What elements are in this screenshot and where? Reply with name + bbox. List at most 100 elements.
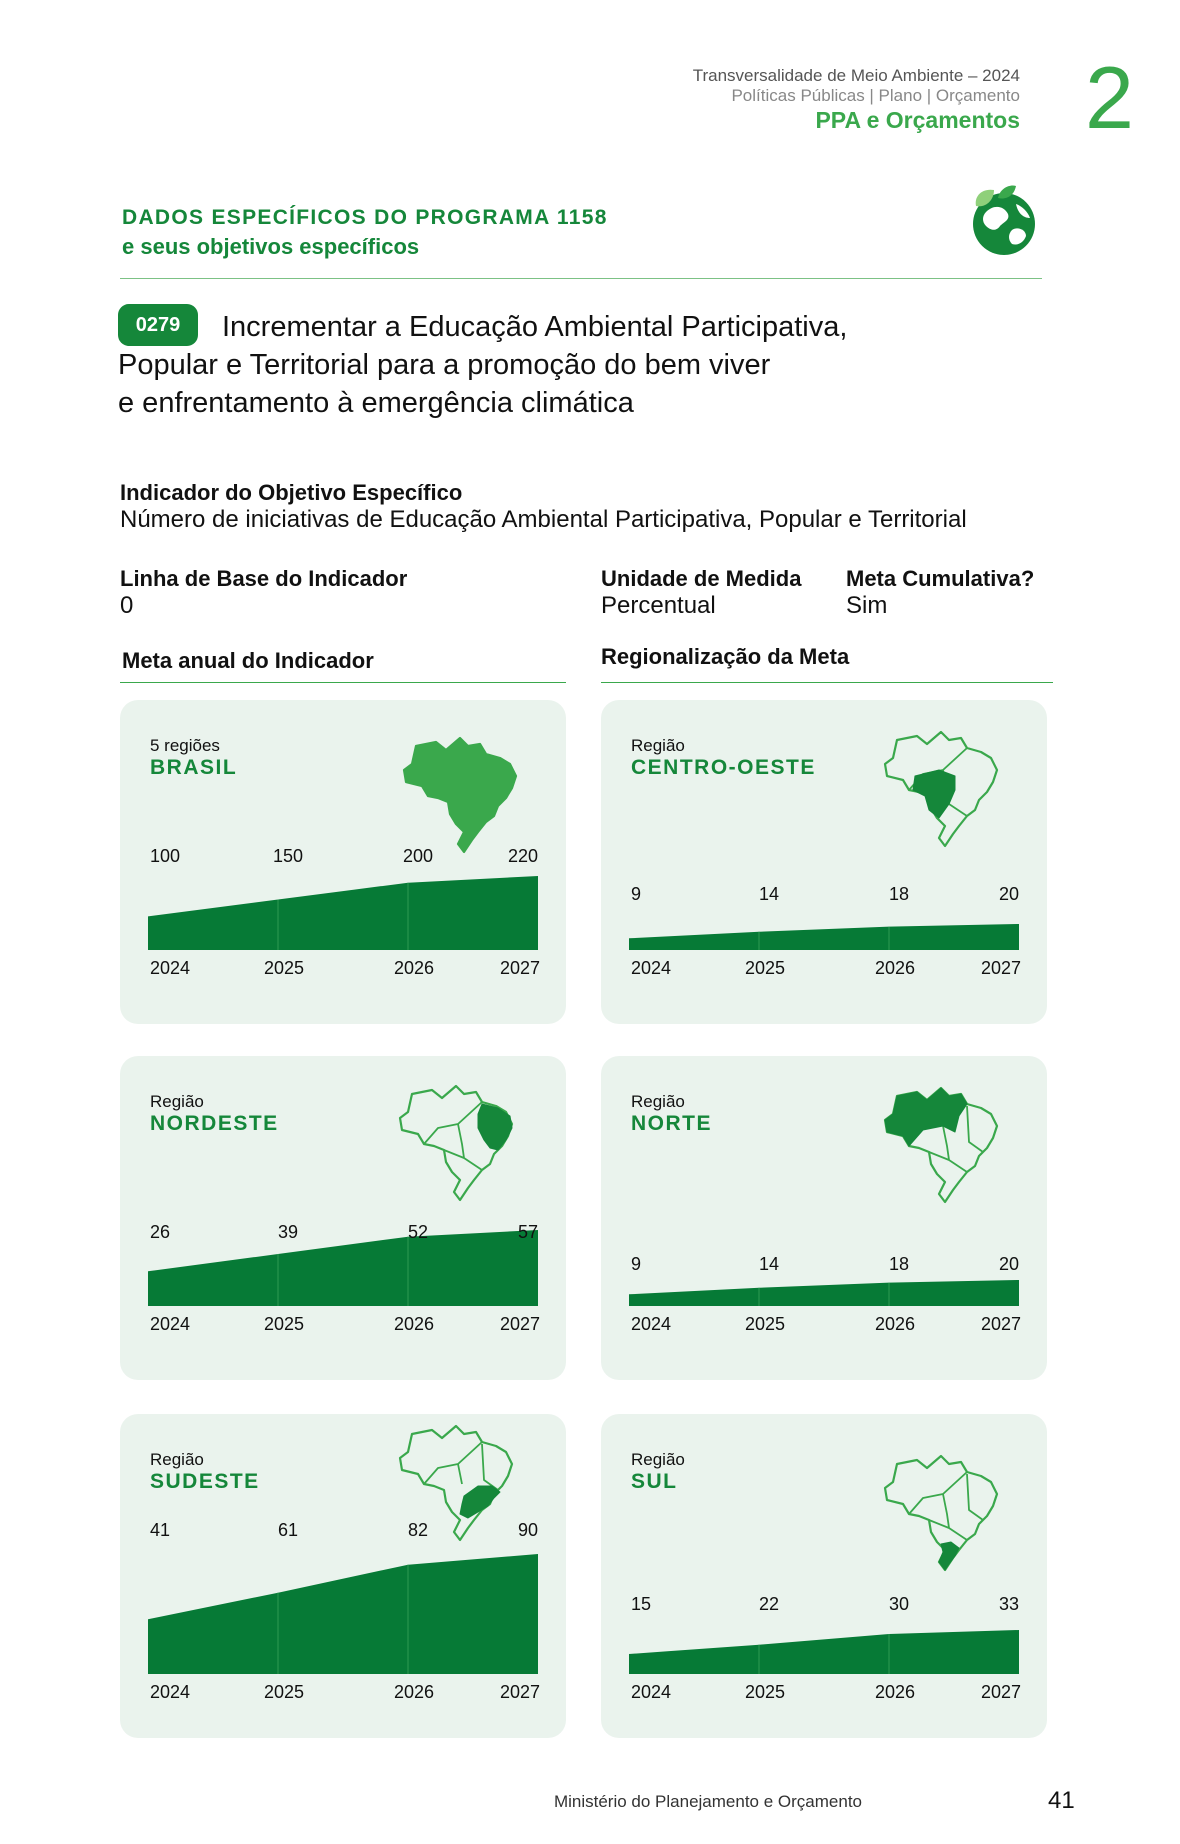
globe-leaf-icon	[973, 185, 1035, 255]
goal-card-sudeste: Região SUDESTE 41 2024 61 2025 82 2026 90 2027	[120, 1414, 566, 1738]
data-label: 150	[273, 846, 303, 866]
goal-card-brasil: 5 regiões BRASIL 100 2024 150 2025 200 2026 22…	[120, 700, 566, 1024]
data-label: 100	[150, 846, 180, 866]
goal-card-centro-oeste: Região CENTRO-OESTE 9 2024 14 2025 18 2026 20 2…	[601, 700, 1047, 1024]
goal-card-norte: Região NORTE 9 2024 14 2025 18 2026 20 2027	[601, 1056, 1047, 1380]
x-tick-label: 2024	[631, 1682, 671, 1702]
card-subtitle: Região	[631, 1450, 685, 1469]
area-series	[629, 924, 1019, 950]
data-label: 200	[403, 846, 433, 866]
data-label: 61	[278, 1520, 298, 1540]
data-label: 9	[631, 884, 641, 904]
cumulative-label: Meta Cumulativa?	[846, 566, 1035, 591]
chart-norte: 9 2024 14 2025 18 2026 20 2027	[629, 1254, 1021, 1334]
data-label: 22	[759, 1594, 779, 1614]
area-series	[148, 876, 538, 950]
baseline-value: 0	[120, 592, 134, 619]
card-title: CENTRO-OESTE	[631, 756, 816, 779]
objective-code-badge: 0279	[118, 304, 198, 346]
data-label: 52	[408, 1222, 428, 1242]
indicator-value: Número de iniciativas de Educação Ambien…	[120, 506, 967, 533]
x-tick-label: 2025	[745, 958, 785, 978]
x-tick-label: 2024	[631, 958, 671, 978]
objective-title-line: Incrementar a Educação Ambiental Partici…	[222, 311, 848, 343]
goal-card-nordeste: Região NORDESTE 26 2024 39 2025 52 2026 57 2027	[120, 1056, 566, 1380]
x-tick-label: 2026	[394, 1682, 434, 1702]
header-section-name: PPA e Orçamentos	[815, 107, 1020, 133]
x-tick-label: 2024	[150, 1314, 190, 1334]
x-tick-label: 2025	[264, 1682, 304, 1702]
x-tick-label: 2026	[394, 1314, 434, 1334]
section-divider	[120, 278, 1042, 279]
x-tick-label: 2026	[875, 958, 915, 978]
data-label: 220	[508, 846, 538, 866]
data-label: 18	[889, 1254, 909, 1274]
centro-oeste-map-icon	[883, 730, 999, 848]
annual-goal-rule	[120, 682, 566, 683]
x-tick-label: 2027	[981, 1682, 1021, 1702]
data-label: 26	[150, 1222, 170, 1242]
footer-ministry: Ministério do Planejamento e Orçamento	[553, 1792, 862, 1811]
card-title: SUL	[631, 1470, 678, 1493]
norte-map-icon	[883, 1086, 999, 1204]
area-series	[629, 1630, 1019, 1674]
data-label: 18	[889, 884, 909, 904]
x-tick-label: 2026	[875, 1314, 915, 1334]
data-label: 82	[408, 1520, 428, 1540]
regional-goal-label: Regionalização da Meta	[601, 644, 850, 669]
card-title: NORDESTE	[150, 1112, 279, 1135]
x-tick-label: 2027	[500, 1682, 540, 1702]
chart-nordeste: 26 2024 39 2025 52 2026 57 2027	[148, 1222, 540, 1334]
card-title: NORTE	[631, 1112, 712, 1135]
data-label: 9	[631, 1254, 641, 1274]
chapter-number: 2	[1085, 48, 1134, 147]
card-subtitle: Região	[631, 1092, 685, 1111]
x-tick-label: 2025	[264, 1314, 304, 1334]
objective-title: Incrementar a Educação Ambiental Partici…	[118, 308, 938, 422]
area-series	[148, 1554, 538, 1674]
objective-title-line: e enfrentamento à emergência climática	[118, 387, 634, 419]
data-label: 30	[889, 1594, 909, 1614]
chart-sul: 15 2024 22 2025 30 2026 33 2027	[629, 1594, 1021, 1702]
sudeste-map-icon	[398, 1424, 514, 1542]
data-label: 39	[278, 1222, 298, 1242]
x-tick-label: 2025	[745, 1682, 785, 1702]
section-subtitle: e seus objetivos específicos	[122, 234, 420, 259]
card-subtitle: Região	[150, 1092, 204, 1111]
card-subtitle: 5 regiões	[150, 736, 220, 755]
x-tick-label: 2026	[394, 958, 434, 978]
card-subtitle: Região	[631, 736, 685, 755]
brazil-map-icon	[402, 736, 518, 854]
card-title: BRASIL	[150, 756, 238, 779]
header-doc-title: Transversalidade de Meio Ambiente – 2024	[692, 66, 1020, 85]
baseline-label: Linha de Base do Indicador	[120, 566, 408, 591]
x-tick-label: 2027	[981, 1314, 1021, 1334]
data-label: 90	[518, 1520, 538, 1540]
data-label: 33	[999, 1594, 1019, 1614]
data-label: 57	[518, 1222, 538, 1242]
data-label: 41	[150, 1520, 170, 1540]
chart-centro-oeste: 9 2024 14 2025 18 2026 20 2027	[629, 884, 1021, 978]
x-tick-label: 2024	[150, 1682, 190, 1702]
data-label: 20	[999, 1254, 1019, 1274]
header-doc-subtitle: Políticas Públicas | Plano | Orçamento	[731, 86, 1020, 105]
sul-map-icon	[883, 1454, 999, 1572]
data-label: 14	[759, 884, 779, 904]
nordeste-map-icon	[398, 1084, 514, 1202]
x-tick-label: 2027	[500, 1314, 540, 1334]
annual-goal-label: Meta anual do Indicador	[122, 648, 374, 673]
x-tick-label: 2024	[631, 1314, 671, 1334]
page-number: 41	[1048, 1787, 1075, 1814]
x-tick-label: 2026	[875, 1682, 915, 1702]
area-series	[148, 1230, 538, 1306]
data-label: 15	[631, 1594, 651, 1614]
card-title: SUDESTE	[150, 1470, 260, 1493]
indicator-label: Indicador do Objetivo Específico	[120, 480, 463, 505]
chart-brasil: 100 2024 150 2025 200 2026 220 2027	[148, 846, 540, 978]
x-tick-label: 2025	[745, 1314, 785, 1334]
unit-label: Unidade de Medida	[601, 566, 802, 591]
x-tick-label: 2025	[264, 958, 304, 978]
card-subtitle: Região	[150, 1450, 204, 1469]
unit-value: Percentual	[601, 592, 716, 619]
section-title: DADOS ESPECÍFICOS DO PROGRAMA 1158	[122, 206, 608, 229]
